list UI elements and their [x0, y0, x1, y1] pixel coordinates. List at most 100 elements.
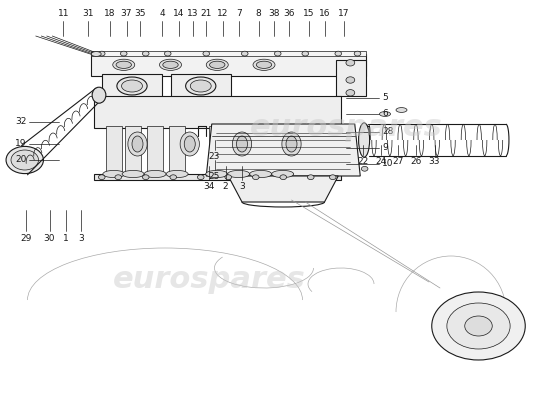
Bar [94, 174, 341, 180]
Ellipse shape [329, 175, 336, 180]
Text: 21: 21 [201, 9, 212, 18]
Ellipse shape [164, 51, 171, 56]
Bar [275, 126, 290, 176]
Ellipse shape [98, 51, 105, 56]
Text: 7: 7 [236, 9, 242, 18]
Ellipse shape [210, 61, 225, 68]
Ellipse shape [307, 175, 314, 180]
Text: 28: 28 [382, 128, 394, 136]
Bar [170, 74, 231, 98]
Ellipse shape [206, 170, 228, 178]
Text: 26: 26 [410, 157, 421, 166]
Ellipse shape [11, 150, 38, 170]
Text: 30: 30 [44, 234, 55, 243]
Text: 15: 15 [304, 9, 315, 18]
Text: 32: 32 [15, 118, 26, 126]
Ellipse shape [302, 51, 309, 56]
Ellipse shape [432, 292, 525, 360]
Text: 31: 31 [82, 9, 94, 18]
Text: 20: 20 [15, 156, 26, 164]
Bar [106, 126, 122, 176]
Text: eurospares: eurospares [250, 114, 443, 142]
Ellipse shape [142, 51, 149, 56]
Ellipse shape [361, 144, 368, 148]
Text: 33: 33 [429, 157, 440, 166]
Text: 16: 16 [319, 9, 330, 18]
Ellipse shape [116, 61, 131, 68]
Ellipse shape [346, 60, 355, 66]
Ellipse shape [335, 51, 342, 56]
Polygon shape [228, 176, 338, 202]
Text: 1: 1 [63, 234, 69, 243]
Ellipse shape [236, 136, 248, 152]
Polygon shape [206, 124, 360, 176]
Text: 4: 4 [160, 9, 165, 18]
Text: 36: 36 [283, 9, 294, 18]
Bar [91, 54, 366, 76]
Ellipse shape [197, 175, 204, 180]
Ellipse shape [115, 175, 122, 180]
Ellipse shape [228, 170, 250, 178]
Text: 12: 12 [217, 9, 228, 18]
Text: 29: 29 [21, 234, 32, 243]
Ellipse shape [346, 90, 355, 96]
Ellipse shape [190, 80, 211, 92]
Ellipse shape [98, 175, 105, 180]
Ellipse shape [113, 59, 135, 70]
Text: 18: 18 [104, 9, 116, 18]
Ellipse shape [166, 170, 188, 178]
Ellipse shape [286, 136, 297, 152]
Ellipse shape [142, 175, 149, 180]
Ellipse shape [120, 51, 127, 56]
Text: 34: 34 [204, 182, 214, 191]
Text: 27: 27 [393, 157, 404, 166]
Text: 17: 17 [338, 9, 349, 18]
Text: 38: 38 [268, 9, 279, 18]
Ellipse shape [465, 316, 492, 336]
Bar [336, 60, 366, 96]
Ellipse shape [144, 170, 166, 178]
Text: 3: 3 [79, 234, 84, 243]
Bar [231, 126, 246, 176]
Ellipse shape [163, 61, 178, 68]
Ellipse shape [253, 59, 275, 70]
Bar [102, 74, 162, 98]
Ellipse shape [280, 175, 287, 180]
Bar [253, 126, 268, 176]
Ellipse shape [447, 303, 510, 349]
Text: 10: 10 [382, 160, 394, 168]
Text: 37: 37 [121, 9, 132, 18]
Text: 23: 23 [209, 152, 220, 161]
Bar [125, 126, 141, 176]
Ellipse shape [241, 51, 248, 56]
Bar [147, 126, 163, 176]
Ellipse shape [122, 80, 142, 92]
Ellipse shape [6, 146, 43, 174]
Ellipse shape [250, 170, 272, 178]
Ellipse shape [203, 51, 210, 56]
Ellipse shape [160, 59, 182, 70]
Text: 8: 8 [256, 9, 261, 18]
Text: eurospares: eurospares [113, 266, 305, 294]
Text: 2: 2 [223, 182, 228, 191]
Text: 19: 19 [15, 140, 26, 148]
Text: 13: 13 [187, 9, 198, 18]
Text: 11: 11 [58, 9, 69, 18]
Ellipse shape [232, 132, 252, 156]
Bar [94, 96, 341, 128]
Ellipse shape [170, 175, 177, 180]
Text: 5: 5 [382, 94, 388, 102]
Ellipse shape [92, 87, 106, 103]
Ellipse shape [91, 52, 101, 56]
Text: 25: 25 [209, 172, 220, 181]
Ellipse shape [128, 132, 147, 156]
Text: 14: 14 [173, 9, 184, 18]
Ellipse shape [180, 132, 199, 156]
Text: 24: 24 [375, 157, 386, 166]
Ellipse shape [359, 123, 370, 157]
Text: 35: 35 [135, 9, 146, 18]
Bar [169, 126, 185, 176]
Text: 3: 3 [239, 182, 245, 191]
Ellipse shape [122, 170, 144, 178]
Ellipse shape [274, 51, 281, 56]
